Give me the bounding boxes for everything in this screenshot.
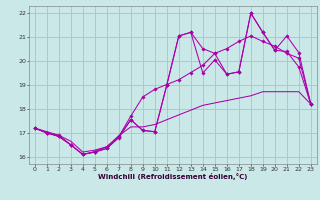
X-axis label: Windchill (Refroidissement éolien,°C): Windchill (Refroidissement éolien,°C) — [98, 173, 247, 180]
